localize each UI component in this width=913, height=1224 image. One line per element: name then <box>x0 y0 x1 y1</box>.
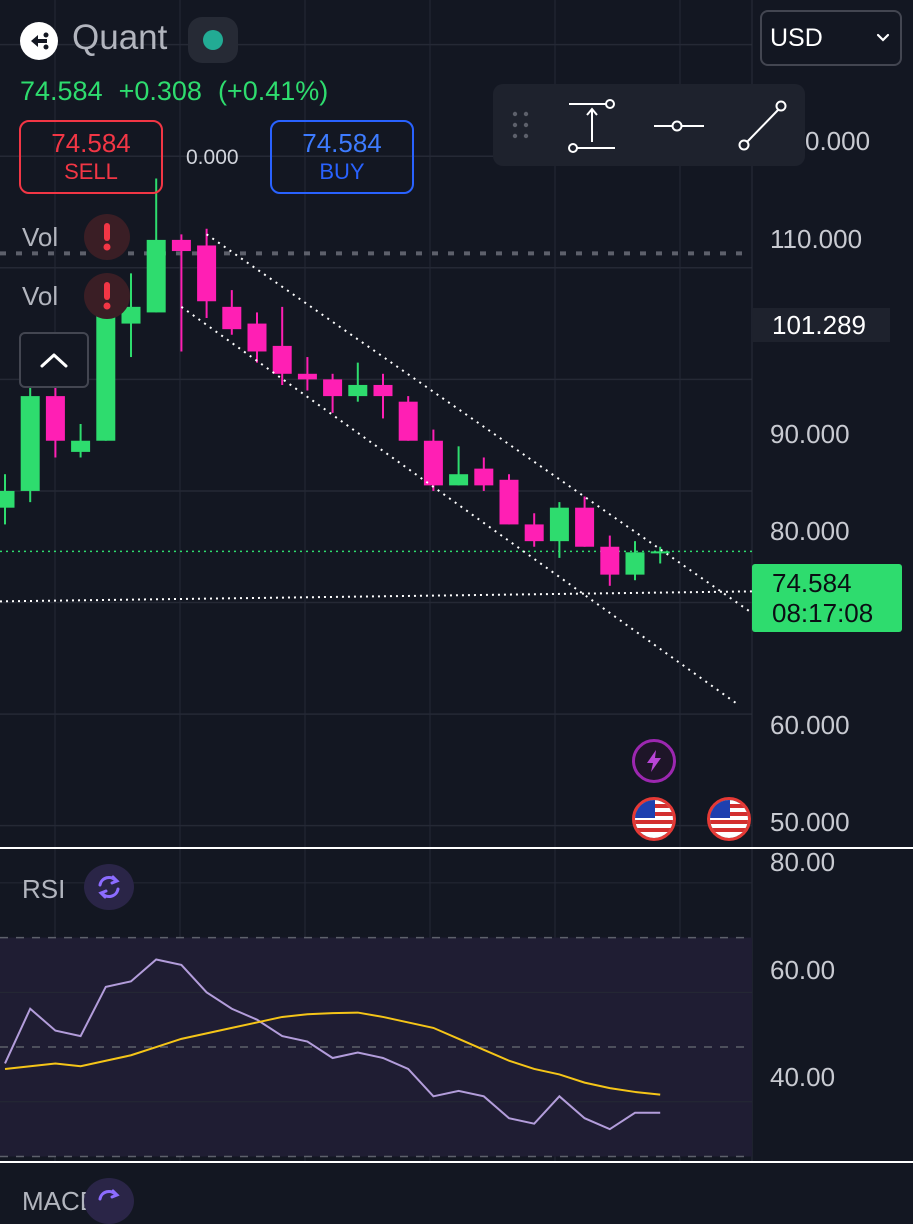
y-axis-label: 110.000 <box>770 224 863 254</box>
candle-body <box>323 379 343 397</box>
candle-body <box>247 323 267 352</box>
us-flag-event-icon[interactable] <box>632 797 676 841</box>
candle-body <box>600 546 620 575</box>
us-flag-event-icon-2[interactable] <box>707 797 751 841</box>
candle-body <box>121 306 141 324</box>
last-price: 74.584 <box>20 76 103 106</box>
candle-body <box>0 490 15 508</box>
market-open-dot-icon <box>203 30 223 50</box>
macd-refresh-icon[interactable] <box>84 1178 134 1224</box>
candle-body <box>20 396 40 491</box>
candle-body <box>373 384 393 397</box>
rsi-axis-label: 60.00 <box>770 955 836 985</box>
drag-handle-icon[interactable] <box>511 110 531 140</box>
candle-body <box>524 524 544 542</box>
currency-value: USD <box>770 23 823 52</box>
candle-body <box>449 474 469 486</box>
currency-select[interactable]: USD <box>760 10 902 66</box>
collapse-indicators-button[interactable] <box>19 332 89 388</box>
rsi-line <box>4 958 661 1131</box>
last-price-tag: 74.584 08:17:08 <box>752 564 902 632</box>
candle-body <box>423 440 443 486</box>
y-axis-label: 90.000 <box>770 419 850 449</box>
spread-value: 0.000 <box>186 146 239 169</box>
quant-logo-icon <box>20 22 58 60</box>
candle-body <box>222 306 242 330</box>
candle-body <box>549 507 569 542</box>
candle-body <box>197 245 217 302</box>
vol-indicator-label-2[interactable]: Vol <box>22 281 59 311</box>
buy-price: 74.584 <box>302 128 382 159</box>
y-axis-label: 50.000 <box>770 807 850 837</box>
trend-line-icon[interactable] <box>733 98 791 154</box>
refresh-icon[interactable] <box>84 864 134 910</box>
symbol-title[interactable]: Quant <box>72 18 168 57</box>
candle-body <box>71 440 91 452</box>
chevron-down-icon <box>876 33 890 42</box>
vol-warning-icon-2[interactable] <box>84 273 130 319</box>
buy-label: BUY <box>319 159 365 185</box>
candle-body <box>45 396 65 441</box>
y-axis-label: 60.000 <box>770 710 850 740</box>
bar-countdown: 08:17:08 <box>772 598 874 628</box>
candle-body <box>474 468 494 486</box>
candle-body <box>96 306 116 441</box>
candle-body <box>297 373 317 380</box>
price-change: +0.308 <box>118 76 202 106</box>
last-price-tag-value: 74.584 <box>772 568 852 598</box>
hover-price-tag: 101.289 <box>752 308 890 342</box>
chevron-up-icon <box>40 353 68 368</box>
sell-label: SELL <box>64 159 118 185</box>
y-axis-label: 0.000 <box>805 126 871 156</box>
candle-body <box>146 239 166 313</box>
trend-channel-lower-line <box>180 306 737 704</box>
horizontal-level-line <box>0 590 753 603</box>
candle-body <box>348 384 368 397</box>
price-summary: 74.584 +0.308 (+0.41%) <box>20 76 344 107</box>
candle-body <box>499 479 519 525</box>
vol-warning-icon[interactable] <box>84 214 130 260</box>
horizontal-ray-icon[interactable] <box>650 98 708 154</box>
price-range-icon[interactable] <box>563 98 621 154</box>
rsi-axis-label: 80.00 <box>770 847 836 877</box>
candle-body <box>171 239 191 252</box>
candle-body <box>650 551 670 554</box>
y-axis-label: 80.000 <box>770 516 850 546</box>
drawing-toolbar <box>493 84 805 166</box>
trend-channel-upper-line <box>206 233 762 621</box>
candle-body <box>625 552 645 575</box>
rsi-axis-label: 40.00 <box>770 1062 836 1092</box>
sell-button[interactable]: 74.584 SELL <box>19 120 163 194</box>
rsi-ma-line <box>4 1011 661 1096</box>
vol-indicator-label[interactable]: Vol <box>22 222 59 252</box>
flash-event-icon[interactable] <box>632 739 676 783</box>
price-change-percent: (+0.41%) <box>217 76 329 106</box>
candle-body <box>575 507 595 547</box>
buy-button[interactable]: 74.584 BUY <box>270 120 414 194</box>
rsi-pane-title[interactable]: RSI <box>22 874 66 904</box>
candle-body <box>272 345 292 374</box>
sell-price: 74.584 <box>51 128 131 159</box>
candle-body <box>398 401 418 441</box>
market-status-badge[interactable] <box>188 17 238 63</box>
